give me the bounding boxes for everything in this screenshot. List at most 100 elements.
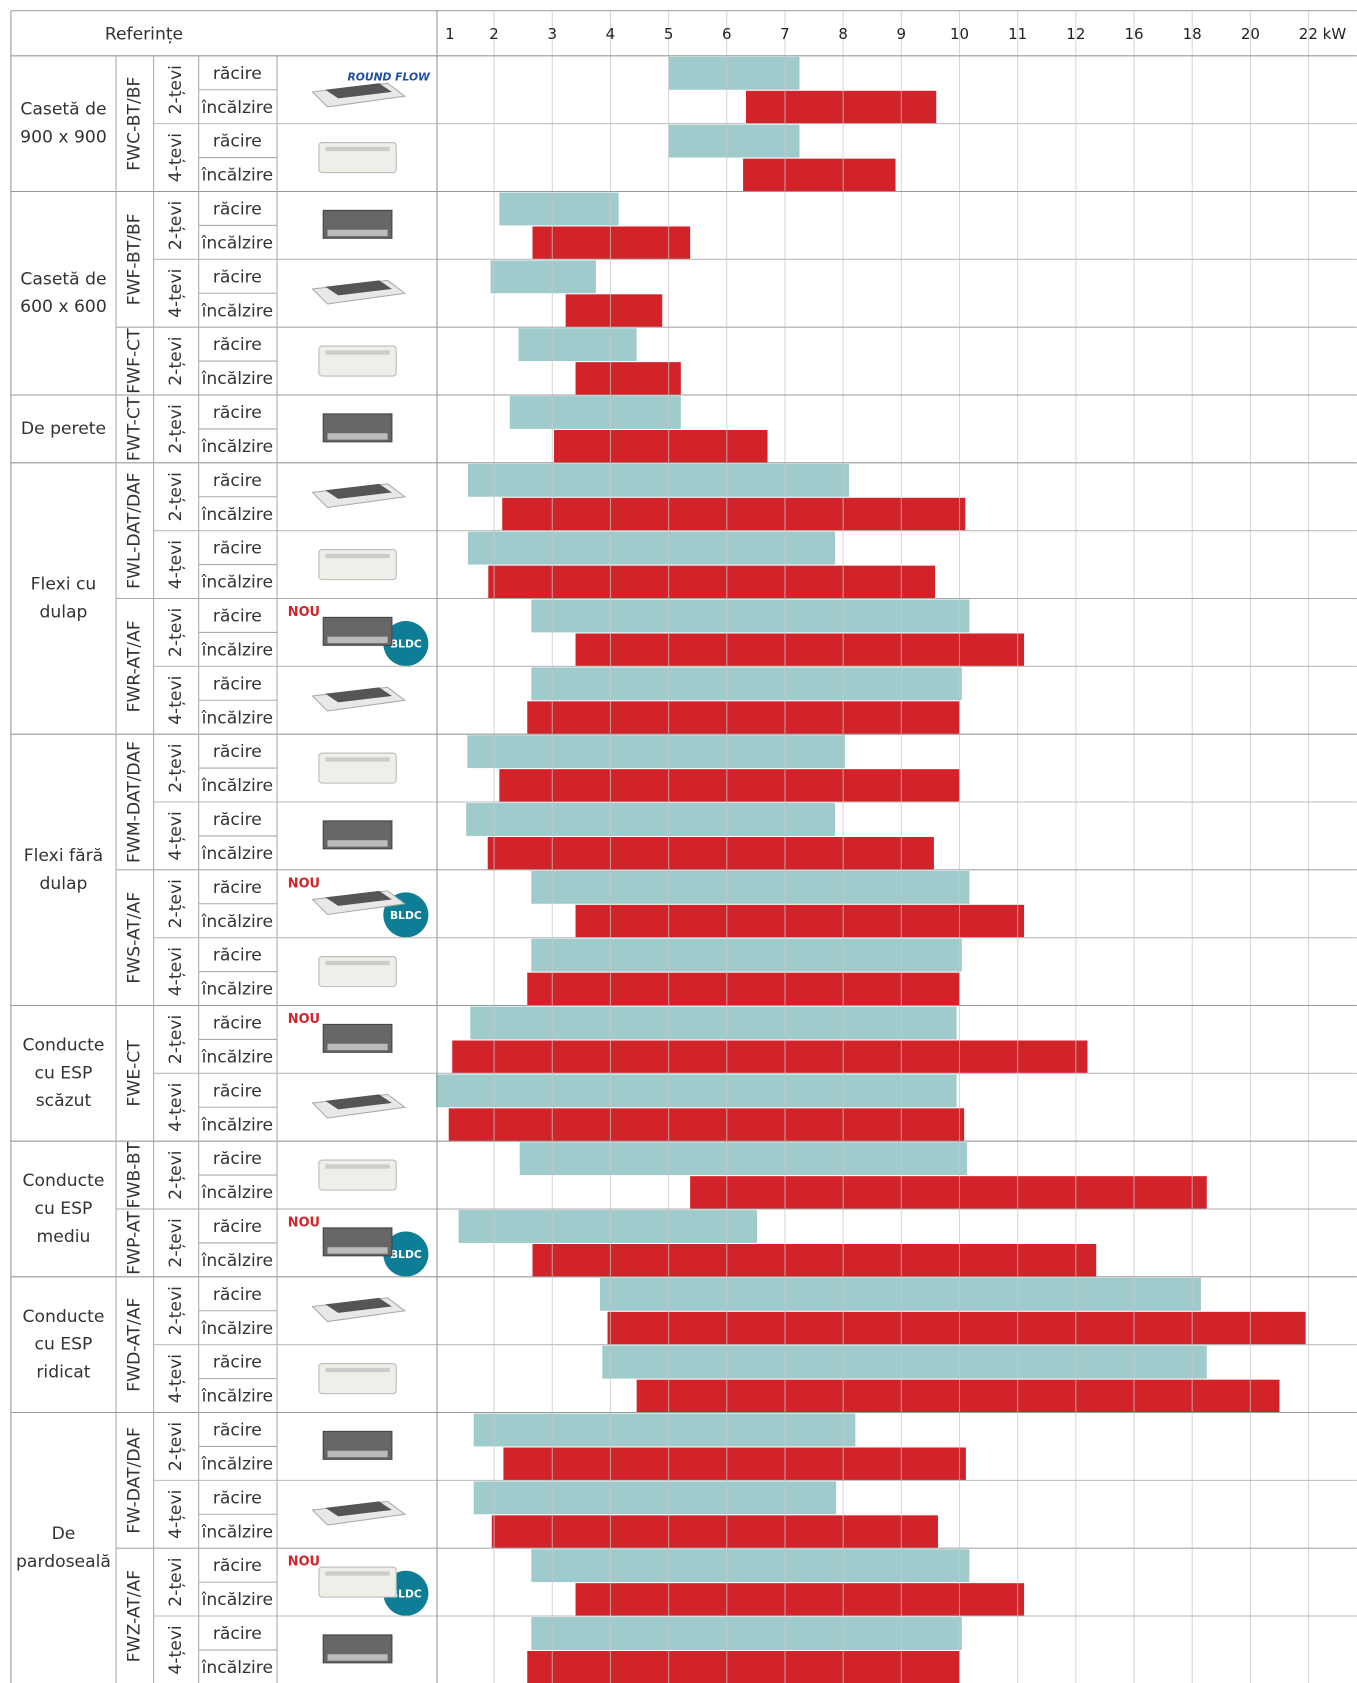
row-label: răcire: [213, 1217, 262, 1237]
range-bar: [467, 531, 836, 565]
group-label: Conducte: [23, 1171, 105, 1191]
unit-image: [318, 1159, 397, 1191]
model-label: FWD-AT/AF: [124, 1298, 144, 1392]
unit-detail: [325, 146, 390, 152]
header: Referințe: [105, 24, 183, 44]
range-bar: [575, 1583, 1025, 1617]
unit-image: [318, 345, 397, 377]
row-label: încălzire: [201, 1387, 273, 1407]
range-bar: [531, 667, 962, 701]
x-tick-label: 12: [1066, 25, 1085, 43]
range-bar: [509, 396, 681, 429]
pipe-label: 2-țevi: [166, 472, 186, 521]
unit-image: [318, 752, 397, 784]
unit-top: [325, 1297, 392, 1313]
range-bar: [435, 1074, 957, 1108]
range-bar: [467, 735, 845, 769]
model-label: FWR-AT/AF: [124, 620, 144, 712]
unit-image: [311, 686, 407, 712]
range-bar: [532, 1244, 1097, 1277]
range-bar: [602, 1345, 1207, 1379]
badge-bldc: BLDC: [390, 638, 422, 651]
row-label: încălzire: [201, 1522, 273, 1542]
model-label: FWF-CT: [124, 328, 144, 394]
row-label: răcire: [213, 471, 262, 491]
row-label: încălzire: [201, 98, 273, 118]
unit-top: [325, 1094, 392, 1110]
unit-image: [322, 1227, 393, 1257]
row-label: încălzire: [201, 166, 273, 186]
pipe-label: 2-țevi: [166, 1286, 186, 1335]
range-bar: [473, 1413, 856, 1447]
x-tick-label: 16: [1124, 25, 1143, 43]
unit-image: [311, 890, 407, 916]
row-label: încălzire: [201, 369, 273, 389]
unit-image: [322, 209, 393, 239]
unit-top: [325, 687, 392, 703]
range-bar: [531, 938, 962, 972]
group-label: mediu: [37, 1227, 91, 1247]
pipe-label: 4-țevi: [166, 1083, 186, 1132]
pipe-label: 4-țevi: [166, 540, 186, 589]
range-bar: [467, 463, 849, 497]
pipe-label: 2-țevi: [166, 743, 186, 792]
range-bar: [448, 1108, 965, 1142]
model-label: FWE-CT: [124, 1040, 144, 1107]
row-label: răcire: [213, 878, 262, 898]
range-bar: [575, 633, 1025, 667]
pipe-label: 2-țevi: [166, 1422, 186, 1471]
group-label: dulap: [40, 602, 88, 622]
pipe-label: 2-țevi: [166, 608, 186, 657]
x-tick-label: 2: [489, 25, 499, 43]
range-bar: [502, 497, 966, 531]
model-label: FWP-AT: [124, 1211, 144, 1275]
pipe-label: 4-țevi: [166, 1354, 186, 1403]
unit-image: [318, 1363, 397, 1395]
x-tick-label: 20: [1241, 25, 1260, 43]
x-tick-label: 8: [838, 25, 848, 43]
row-label: încălzire: [201, 912, 273, 932]
unit-image: [311, 82, 407, 108]
model-label: FWC-BT/BF: [124, 77, 144, 171]
row-label: încălzire: [201, 1115, 273, 1135]
bars: [435, 56, 1306, 1683]
model-label: FWL-DAT/DAF: [124, 472, 144, 588]
group-label: cu ESP: [35, 1199, 93, 1219]
range-bar: [503, 1447, 966, 1481]
unit-detail: [327, 1043, 388, 1051]
pipe-label: 4-țevi: [166, 676, 186, 725]
unit-detail: [327, 229, 388, 237]
x-tick-label: 18: [1183, 25, 1202, 43]
range-bar: [565, 294, 663, 328]
unit-image: [318, 142, 397, 174]
row-label: răcire: [213, 1421, 262, 1441]
unit-detail: [327, 1247, 388, 1254]
row-label: răcire: [213, 267, 262, 287]
range-bar: [458, 1210, 758, 1243]
row-label: răcire: [213, 403, 262, 423]
badge-new: NOU: [288, 876, 320, 891]
unit-detail: [327, 840, 388, 847]
row-label: răcire: [213, 810, 262, 830]
pipe-label: 4-țevi: [166, 947, 186, 996]
pipe-label: 2-țevi: [166, 65, 186, 114]
unit-image: [318, 1566, 397, 1598]
range-bar: [487, 836, 934, 870]
unit-detail: [327, 433, 388, 440]
row-label: răcire: [213, 1556, 262, 1576]
range-bar: [452, 1040, 1088, 1074]
unit-detail: [327, 636, 388, 644]
unit-image: [322, 413, 393, 443]
row-label: încălzire: [201, 233, 273, 253]
row-label: încălzire: [201, 1183, 273, 1203]
range-bar: [499, 192, 619, 226]
badge-bldc: BLDC: [390, 909, 422, 922]
range-bar: [554, 429, 768, 463]
row-label: încălzire: [201, 301, 273, 321]
pipe-label: 2-țevi: [166, 879, 186, 928]
row-label: încălzire: [201, 1590, 273, 1610]
row-label: răcire: [213, 607, 262, 627]
pipe-label: 2-țevi: [166, 1218, 186, 1267]
